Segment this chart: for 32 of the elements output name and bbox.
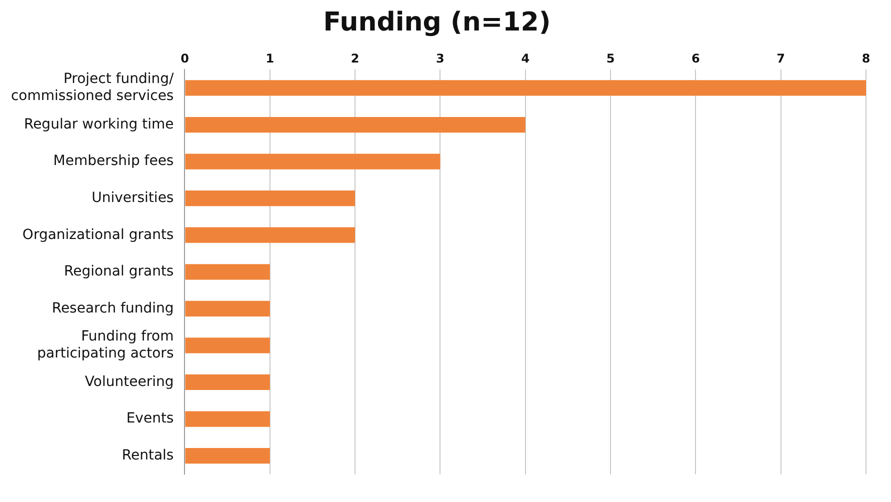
bar bbox=[185, 300, 270, 316]
bar bbox=[185, 80, 866, 96]
x-tick-label: 2 bbox=[350, 52, 360, 66]
x-tick-label: 0 bbox=[180, 52, 189, 66]
bar bbox=[185, 264, 270, 280]
y-tick-label: Project funding/ commissioned services bbox=[10, 71, 174, 104]
bar bbox=[185, 338, 270, 354]
y-tick-label: Events bbox=[126, 410, 174, 427]
bar bbox=[185, 116, 526, 133]
x-tick-label: 6 bbox=[692, 52, 700, 66]
y-tick-label: Funding from participating actors bbox=[37, 328, 174, 362]
y-tick-label: Volunteering bbox=[84, 374, 174, 390]
y-tick-label: Regular working time bbox=[24, 116, 174, 132]
x-tick-label: 1 bbox=[266, 52, 274, 66]
y-tick-label: Regional grants bbox=[64, 264, 174, 280]
x-tick-label: 8 bbox=[862, 52, 870, 66]
bar bbox=[185, 448, 270, 464]
y-tick-label: Universities bbox=[92, 190, 174, 206]
x-tick-label: 7 bbox=[776, 52, 786, 66]
bar bbox=[185, 227, 356, 243]
bar bbox=[185, 190, 356, 206]
bar bbox=[185, 374, 270, 390]
y-tick-label: Membership fees bbox=[53, 153, 174, 170]
y-tick-label: Organizational grants bbox=[22, 226, 174, 243]
bar bbox=[185, 154, 440, 170]
x-tick-label: 3 bbox=[436, 52, 444, 66]
y-tick-label: Research funding bbox=[52, 300, 174, 316]
chart-title: Funding (n=12) bbox=[323, 7, 551, 38]
x-tick-label: 5 bbox=[606, 52, 615, 66]
y-tick-label: Rentals bbox=[122, 447, 174, 464]
bar bbox=[185, 411, 270, 427]
x-tick-label: 4 bbox=[521, 52, 530, 66]
